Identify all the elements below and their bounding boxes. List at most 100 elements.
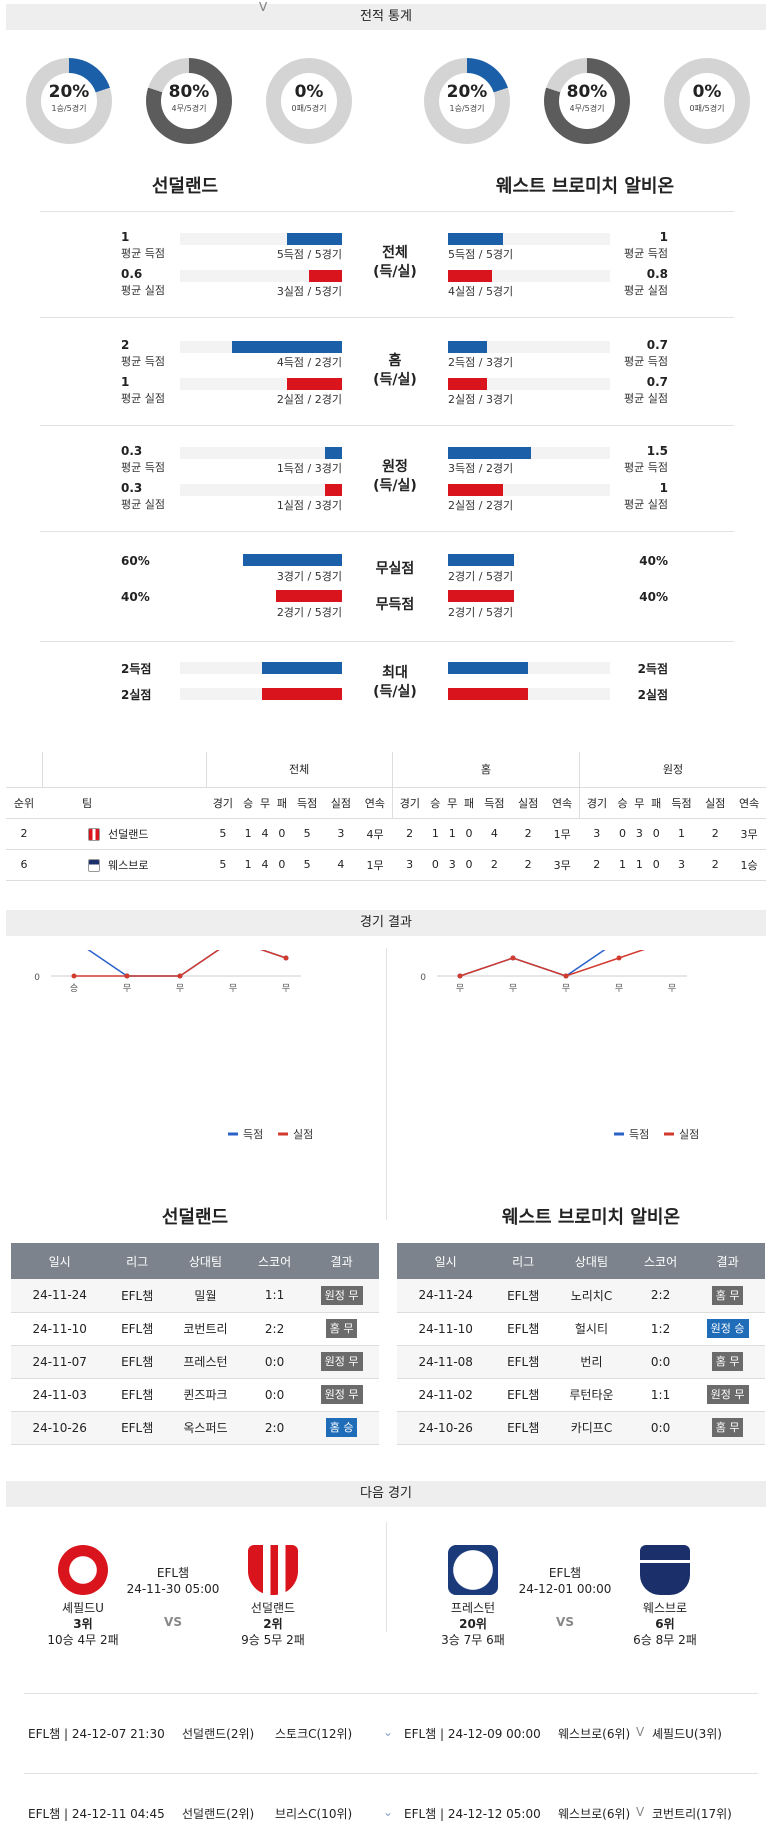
- result-league: EFL챔: [108, 1279, 166, 1313]
- stat-group-label: 원정 (득/실): [360, 458, 430, 496]
- standings-group-away: 원정: [662, 763, 684, 777]
- standings-cell: 0: [652, 827, 660, 840]
- right-stat-caption: 2실점 / 3경기: [448, 393, 514, 406]
- standings-cell: 1: [448, 827, 456, 840]
- left-max-bar: [262, 662, 342, 674]
- next-team-record: 6승 8무 2패: [633, 1633, 697, 1647]
- next-team-name: 셰필드U: [62, 1601, 104, 1615]
- results-header-row: 일시 리그 상대팀 스코어 결과: [397, 1243, 765, 1279]
- standings-header: 패: [651, 796, 662, 810]
- result-badge: 홈 무: [325, 1319, 358, 1338]
- donut-center: 80% 4무/5경기: [559, 73, 615, 129]
- result-cell: 원정 무: [304, 1345, 379, 1379]
- result-cell: 원정 무: [304, 1378, 379, 1412]
- result-badge: 원정 무: [706, 1385, 749, 1404]
- donut-caption: 4무/5경기: [569, 104, 605, 113]
- result-league: EFL챔: [494, 1378, 552, 1412]
- legend-label: 득점: [629, 1128, 649, 1141]
- result-score: 0:0: [244, 1378, 305, 1412]
- fixture-team: 선덜랜드(2위): [182, 1807, 255, 1821]
- right-pct-value: 40%: [639, 590, 668, 604]
- result-opponent: 프레스턴: [165, 1345, 245, 1379]
- standings-header: 패: [463, 796, 475, 810]
- fixture-vs-icon: V: [636, 1805, 645, 1819]
- left-stat-caption: 5득점 / 5경기: [276, 248, 342, 261]
- home-results-title: 선덜랜드: [161, 1207, 229, 1228]
- series-line: [459, 950, 606, 977]
- standings-cell: 0: [652, 858, 660, 871]
- standings-cell: 3: [635, 827, 643, 840]
- standings-cell: 5: [219, 858, 227, 871]
- standings-cell: 1: [244, 827, 252, 840]
- left-stat-label: 평균 득점: [121, 247, 165, 260]
- next-team-rank: 6위: [655, 1617, 675, 1631]
- next-team-record: 10승 4무 2패: [47, 1633, 119, 1647]
- result-league: EFL챔: [108, 1312, 166, 1346]
- result-date: 24-11-02: [397, 1378, 495, 1412]
- home-results-table: 일시 리그 상대팀 스코어 결과 24-11-24 EFL챔 밀월 1:1 원정 무 24-11-1…: [11, 1243, 379, 1445]
- right-max-bar: [448, 688, 528, 700]
- x-tick-label: 무: [176, 983, 184, 994]
- stat-group-title: 원정: [382, 459, 408, 475]
- right-stat-label: 평균 실점: [624, 284, 668, 297]
- donut-center: 80% 4무/5경기: [161, 73, 217, 129]
- data-point: [457, 973, 463, 979]
- result-cell: 홈 승: [304, 1411, 379, 1445]
- result-date: 24-10-26: [11, 1411, 109, 1445]
- standings-cell: 3: [593, 827, 601, 840]
- right-max-value: 2득점: [637, 662, 668, 676]
- vs-label: VS: [556, 1615, 574, 1629]
- max-subtitle: (득/실): [373, 684, 417, 700]
- standings-cell: 2: [406, 827, 414, 840]
- standings-cell: 0: [278, 827, 286, 840]
- result-date: 24-11-10: [11, 1312, 109, 1346]
- donut-percent: 80%: [566, 82, 608, 102]
- next-team-record: 3승 7무 6패: [441, 1633, 505, 1647]
- standings-cell: 5: [303, 858, 311, 871]
- fixture-team: 선덜랜드(2위): [182, 1727, 255, 1741]
- left-max-bar: [262, 688, 342, 700]
- standings-cell: 1: [678, 827, 686, 840]
- left-pct-caption: 2경기 / 5경기: [276, 606, 342, 619]
- right-pct-caption: 2경기 / 5경기: [448, 606, 514, 619]
- left-stat-caption: 4득점 / 2경기: [276, 356, 342, 369]
- standings-header: 연속: [544, 787, 581, 818]
- result-opponent: 코번트리: [165, 1312, 245, 1346]
- next-team-name: 프레스턴: [450, 1601, 496, 1615]
- standings-cell: 1승: [740, 858, 758, 872]
- standings-header: 무: [259, 796, 271, 810]
- left-stat-caption: 1득점 / 3경기: [276, 462, 342, 475]
- results-row: 24-11-10 EFL챔 코번트리 2:2 홈 무: [11, 1312, 379, 1346]
- standings-cell: 4: [337, 858, 345, 871]
- donut-chart: 0% 0패/5경기: [266, 58, 352, 144]
- stat-group-subtitle: (득/실): [373, 372, 417, 388]
- pct-row-label: 무실점: [375, 561, 415, 577]
- left-stat-bar: [325, 484, 342, 496]
- sheffield-united-crest-icon: [58, 1545, 108, 1595]
- results-header: 결과: [690, 1243, 765, 1279]
- divider: [40, 531, 734, 532]
- result-date: 24-10-26: [397, 1411, 495, 1445]
- results-header: 리그: [494, 1243, 552, 1279]
- results-header: 결과: [304, 1243, 379, 1279]
- standings-cell: 4: [490, 827, 498, 840]
- left-stat-bar: [309, 270, 342, 282]
- legend-label: 득점: [243, 1128, 263, 1141]
- donut-percent: 80%: [168, 82, 210, 102]
- x-tick-label: 무: [123, 983, 131, 994]
- result-badge: 원정 무: [320, 1352, 363, 1371]
- series-line: [74, 950, 287, 977]
- result-score: 2:0: [244, 1411, 305, 1445]
- donut-chart: 0% 0패/5경기: [664, 58, 750, 144]
- fixture-vs-icon: V: [259, 0, 268, 14]
- donut-caption: 1승/5경기: [449, 104, 485, 113]
- results-section-title: 경기 결과: [6, 910, 766, 936]
- fixture-opponent: 코번트리(17위): [652, 1807, 732, 1821]
- donut-percent: 0%: [294, 82, 324, 102]
- results-row: 24-11-08 EFL챔 번리 0:0 홈 무: [397, 1345, 765, 1379]
- left-stat-bar: [287, 233, 342, 245]
- result-league: EFL챔: [108, 1411, 166, 1445]
- results-header: 일시: [397, 1243, 495, 1279]
- result-date: 24-11-24: [397, 1279, 495, 1313]
- right-pct-bar: [448, 554, 514, 566]
